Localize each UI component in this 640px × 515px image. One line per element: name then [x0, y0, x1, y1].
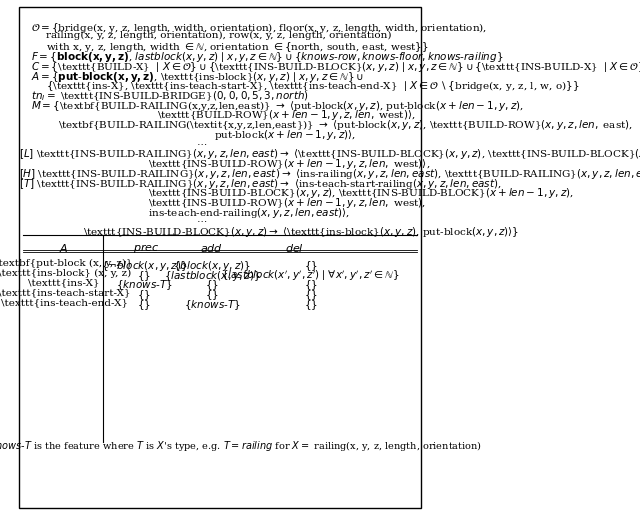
Text: with x, y, z, length, width $\in \mathbb{N}$, orientation $\in \{$north, south, : with x, y, z, length, width $\in \mathbb…: [45, 40, 428, 54]
Text: railing(x, y, z, length, orientation), row(x, y, z, length, orientation): railing(x, y, z, length, orientation), r…: [45, 30, 391, 40]
Text: $\mathit{del}$: $\mathit{del}$: [285, 242, 303, 254]
Text: $M = \{$\textbf{BUILD-RAILING(x,y,z,len,east)} $\rightarrow$ $\langle$put-block$: $M = \{$\textbf{BUILD-RAILING(x,y,z,len,…: [31, 99, 524, 113]
Text: $\{knows\text{-}T\}$: $\{knows\text{-}T\}$: [116, 279, 173, 293]
Text: $\mathit{add}$: $\mathit{add}$: [200, 242, 223, 254]
Text: \texttt{ins-block} (x, y, z): \texttt{ins-block} (x, y, z): [0, 269, 131, 278]
Text: $\{\}$: $\{\}$: [137, 298, 151, 312]
Text: $tn_I = $ \texttt{INS-BUILD-BRIDGE}$(0, 0, 0, 5, 3, \mathit{north})$: $tn_I = $ \texttt{INS-BUILD-BRIDGE}$(0, …: [31, 89, 309, 102]
Text: $\ldots$: $\ldots$: [196, 138, 207, 147]
Text: $\{lastblock(x,y,z)\}$: $\{lastblock(x,y,z)\}$: [164, 269, 260, 283]
Text: \texttt{ins-teach-end-X}: \texttt{ins-teach-end-X}: [1, 298, 128, 307]
Text: Here, $\mathit{knows\text{-}T}$ is the feature where $T$ is $X$'s type, e.g. $T : Here, $\mathit{knows\text{-}T}$ is the f…: [0, 439, 482, 453]
Text: \texttt{INS-BUILD-BLOCK}$(x, y, z)$, \texttt{INS-BUILD-BLOCK}$(x + len - 1, y, z: \texttt{INS-BUILD-BLOCK}$(x, y, z)$, \te…: [148, 186, 574, 200]
Text: $\{\}$: $\{\}$: [303, 288, 317, 302]
Text: $\{$\texttt{ins-X}, \texttt{ins-teach-start-X}, \texttt{ins-teach-end-X} $\mid X: $\{$\texttt{ins-X}, \texttt{ins-teach-st…: [45, 79, 579, 93]
Text: $\mathcal{O} = \{$bridge(x, y, z, length, width, orientation), floor(x, y, z, le: $\mathcal{O} = \{$bridge(x, y, z, length…: [31, 21, 488, 35]
Text: $A = \{\mathbf{put\text{-}block(x,y,z)}$, \texttt{ins-block}$(x, y, z) \mid x, y: $A = \{\mathbf{put\text{-}block(x,y,z)}$…: [31, 70, 365, 83]
Text: $\ldots$: $\ldots$: [196, 215, 207, 225]
Text: $\{\}$: $\{\}$: [205, 288, 219, 302]
Text: $[H]$ \texttt{INS-BUILD-RAILING}$(x, y, z, len, east) \rightarrow$ $\langle$ins-: $[H]$ \texttt{INS-BUILD-RAILING}$(x, y, …: [19, 167, 640, 181]
Text: \texttt{INS-BUILD-ROW}$(x + len - 1, y, z, len,$ west$)\rangle$,: \texttt{INS-BUILD-ROW}$(x + len - 1, y, …: [148, 157, 431, 171]
Text: $\{knows\text{-}T\}$: $\{knows\text{-}T\}$: [184, 298, 241, 312]
FancyBboxPatch shape: [19, 7, 421, 508]
Text: \texttt{BUILD-ROW}$(x + len - 1, y, z, len,$ west$)\rangle$,: \texttt{BUILD-ROW}$(x + len - 1, y, z, l…: [157, 109, 415, 123]
Text: $[T]$ \texttt{INS-BUILD-RAILING}$(x, y, z, len, east) \rightarrow$ $\langle$ins-: $[T]$ \texttt{INS-BUILD-RAILING}$(x, y, …: [19, 177, 502, 191]
Text: ins-teach-end-railing$(x, y, z, len, east)\rangle$,: ins-teach-end-railing$(x, y, z, len, eas…: [148, 206, 351, 220]
Text: \texttt{INS-BUILD-ROW}$(x + len - 1, y, z, len,$ west$)$,: \texttt{INS-BUILD-ROW}$(x + len - 1, y, …: [148, 196, 427, 210]
Text: $F = \{\mathbf{block(x,y,z)}$, $lastblock(x, y, z) \mid x, y, z \in \mathbb{N}\}: $F = \{\mathbf{block(x,y,z)}$, $lastbloc…: [31, 50, 504, 64]
Text: $\{block(x,y,z)\}$: $\{block(x,y,z)\}$: [173, 259, 251, 273]
Text: $\{\}$: $\{\}$: [303, 298, 317, 312]
Text: $[L]$ \texttt{INS-BUILD-RAILING}$(x, y, z, len, east) \rightarrow$ $\langle$\tex: $[L]$ \texttt{INS-BUILD-RAILING}$(x, y, …: [19, 147, 640, 161]
Text: \textbf{BUILD-RAILING(\textit{x,y,z,len,east})} $\rightarrow$ $\langle$put-block: \textbf{BUILD-RAILING(\textit{x,y,z,len,…: [58, 118, 633, 132]
Text: $C = \{$\texttt{BUILD-X} $\mid X \in \mathcal{O}\} \cup \{$\texttt{INS-BUILD-BLO: $C = \{$\texttt{BUILD-X} $\mid X \in \ma…: [31, 60, 640, 74]
Text: $\{\}$: $\{\}$: [303, 279, 317, 293]
Text: $\{lastblock(x',y',z') \mid \forall x', y', z' \in \mathbb{N}\}$: $\{lastblock(x',y',z') \mid \forall x', …: [221, 269, 400, 283]
Text: put-block$(x + len - 1, y, z)\rangle$,: put-block$(x + len - 1, y, z)\rangle$,: [214, 128, 356, 142]
Text: \textbf{put-block (x, y, z)}: \textbf{put-block (x, y, z)}: [0, 259, 133, 268]
Text: \texttt{ins-X}: \texttt{ins-X}: [28, 279, 100, 287]
Text: \texttt{ins-teach-start-X}: \texttt{ins-teach-start-X}: [0, 288, 131, 297]
Text: $\{\}$: $\{\}$: [205, 279, 219, 293]
Text: $\{\neg block(x,y,z)\}$: $\{\neg block(x,y,z)\}$: [101, 259, 188, 273]
Text: \texttt{INS-BUILD-BLOCK}$(x, y, z) \rightarrow$ $\langle$\texttt{ins-block}$(x, : \texttt{INS-BUILD-BLOCK}$(x, y, z) \righ…: [83, 225, 519, 239]
Text: $\mathit{prec}$: $\mathit{prec}$: [133, 242, 159, 255]
Text: $A$: $A$: [60, 242, 69, 254]
Text: $\{\}$: $\{\}$: [303, 259, 317, 273]
Text: $\{\}$: $\{\}$: [137, 269, 151, 283]
Text: $\{\}$: $\{\}$: [137, 288, 151, 302]
